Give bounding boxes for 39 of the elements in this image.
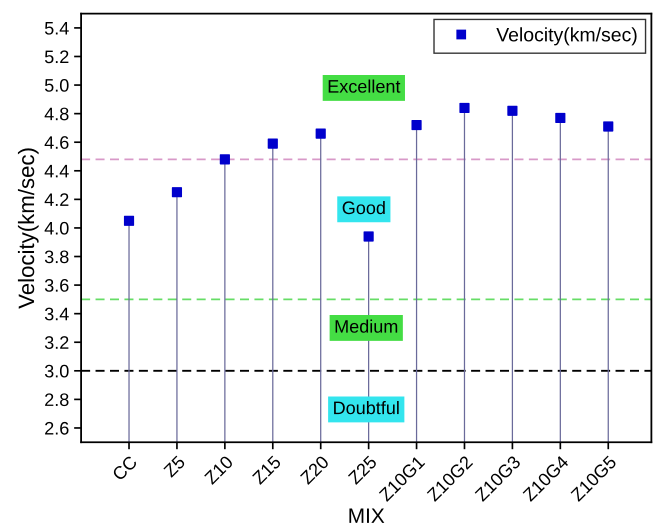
annotation: Medium xyxy=(336,320,398,333)
legend-label: Velocity(km/sec) xyxy=(496,27,637,46)
x-tick-label: Z25 xyxy=(347,454,378,486)
y-tick-label: 3.0 xyxy=(44,364,69,378)
y-tick-label: 3.4 xyxy=(44,308,69,320)
x-tick-label: Z5 xyxy=(162,455,186,478)
point xyxy=(172,187,182,198)
point xyxy=(124,216,134,226)
y-tick-label: 4.4 xyxy=(44,164,69,178)
x-tick-label: CC xyxy=(112,454,138,482)
point xyxy=(459,102,470,114)
y-tick-label: 4.6 xyxy=(44,136,68,149)
x-tick-label: Z10 xyxy=(204,454,234,486)
y-tick-label: 4.2 xyxy=(44,193,68,206)
annotation: Doubtful xyxy=(334,400,399,414)
point xyxy=(507,106,518,116)
y-tick-label: 3.6 xyxy=(44,279,68,292)
y-tick-label: 3.8 xyxy=(44,250,69,264)
point xyxy=(364,231,374,242)
y-tick-label: 4.0 xyxy=(44,222,69,235)
annotation: Good xyxy=(342,200,385,214)
y-tick-label: 2.6 xyxy=(45,422,68,435)
point xyxy=(603,121,614,132)
y-axis-title: Velocity(km/sec) xyxy=(18,148,39,309)
y-tick-label: 4.8 xyxy=(44,108,69,120)
point xyxy=(555,112,566,124)
y-tick-label: 2.8 xyxy=(45,393,69,406)
point xyxy=(316,128,326,139)
y-tick-label: 3.2 xyxy=(44,336,68,349)
y-tick-label: 5.4 xyxy=(44,22,69,35)
x-axis-title: MIX xyxy=(349,508,384,523)
x-tick-label: Z15 xyxy=(252,455,282,486)
y-tick-label: 5.0 xyxy=(44,78,69,92)
point xyxy=(268,138,278,149)
point xyxy=(220,154,230,164)
x-tick-label: Z20 xyxy=(299,454,330,486)
y-tick-label: 5.2 xyxy=(44,50,68,64)
annotation: Excellent xyxy=(328,80,400,93)
point xyxy=(411,120,422,130)
